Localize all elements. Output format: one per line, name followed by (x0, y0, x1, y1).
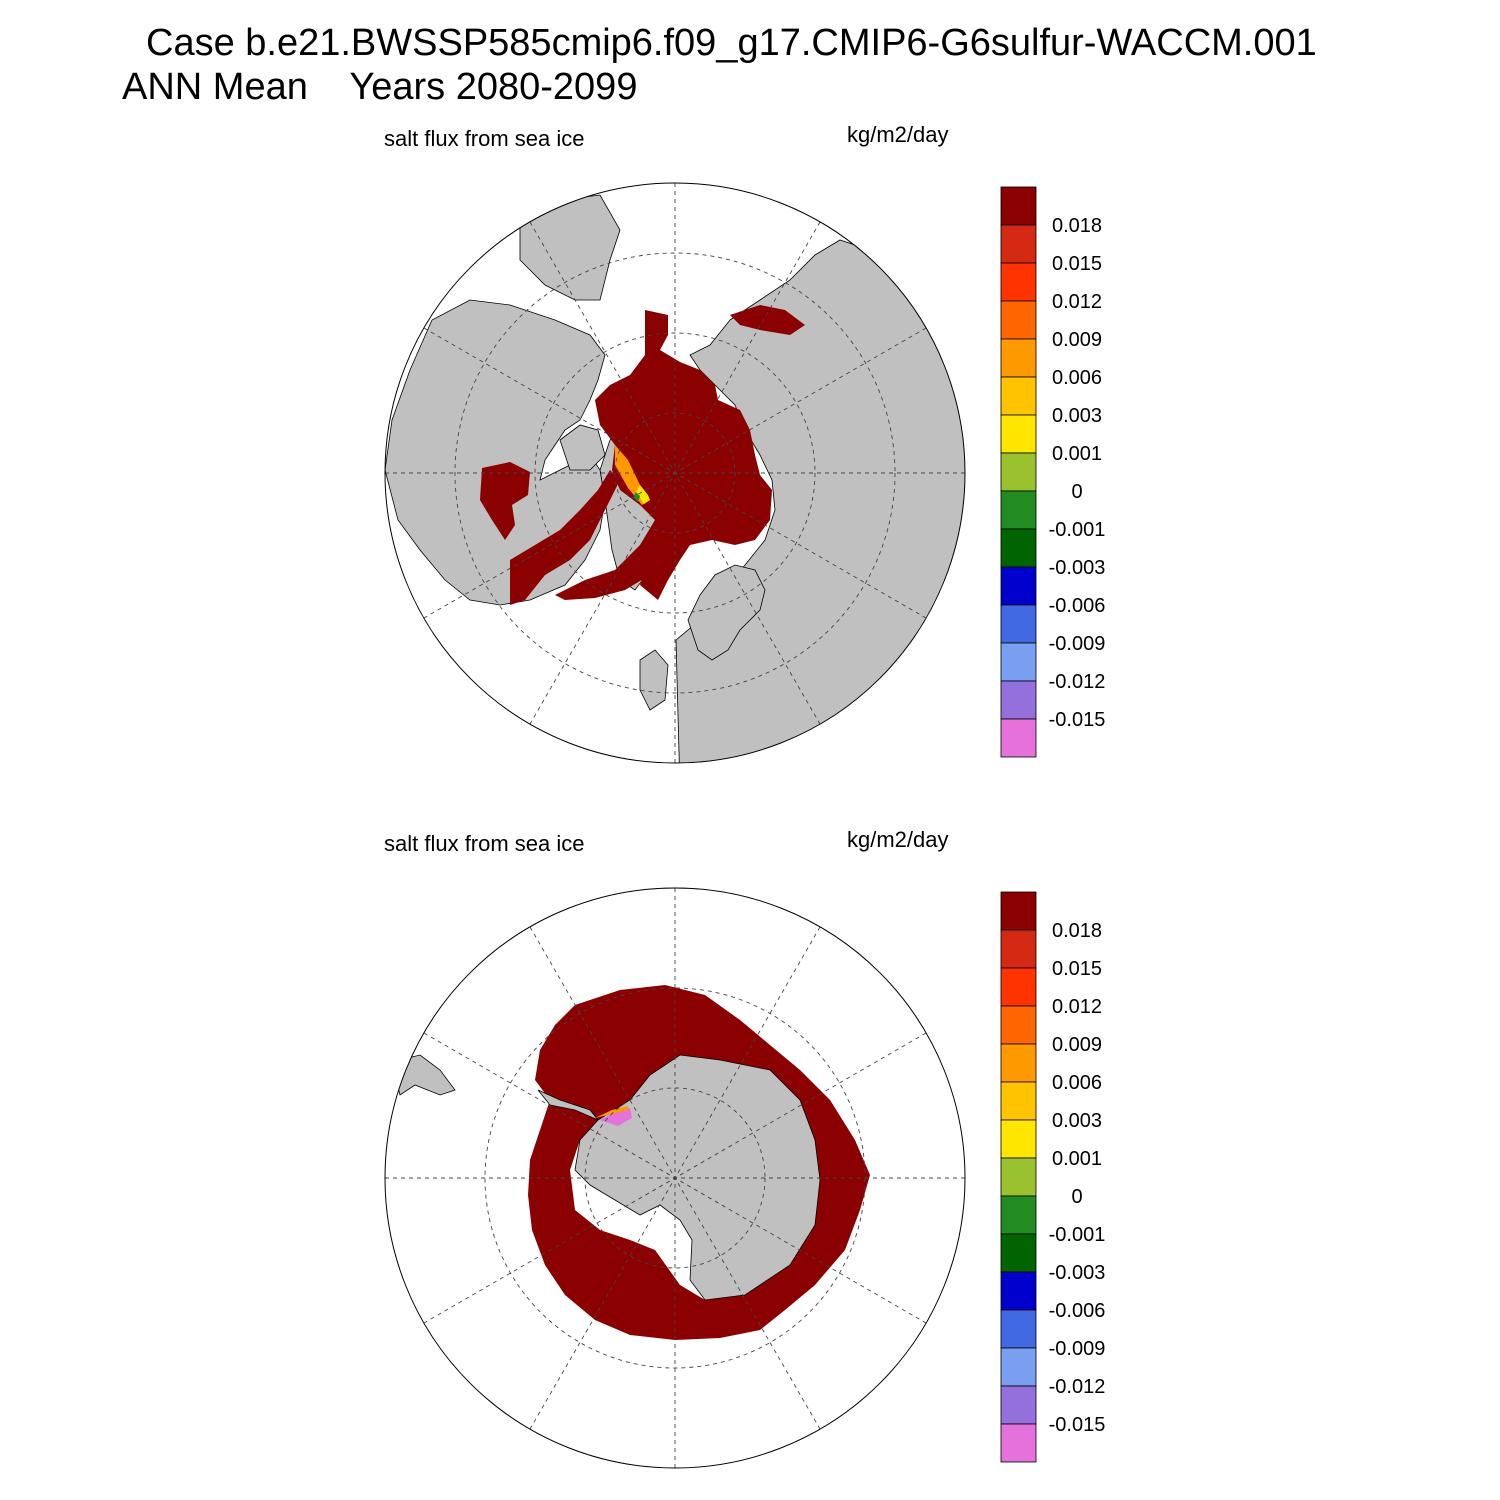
north-colorbar-box-14 (1000, 718, 1037, 758)
south-polar-map (384, 887, 966, 1469)
north-panel-units: kg/m2/day (847, 122, 949, 147)
okhotsk-ice (730, 305, 805, 335)
south-colorbar-label-3: 0.009 (1052, 1034, 1102, 1056)
south-colorbar-box-2 (1000, 967, 1037, 1007)
south-colorbar-box-5 (1000, 1081, 1037, 1121)
south-land-layer (394, 1054, 821, 1301)
south-colorbar-box-3 (1000, 1005, 1037, 1045)
north-colorbar-box-8 (1000, 490, 1037, 530)
south-colorbar-box-9 (1000, 1233, 1037, 1273)
south-sea-ice-field (528, 985, 870, 1340)
north-colorbar-label-4: 0.006 (1052, 367, 1102, 389)
north-colorbar-box-10 (1000, 566, 1037, 606)
southern-ocean-ice (528, 985, 870, 1340)
south-map-border (384, 887, 966, 1469)
south-colorbar: 0.018 0.015 0.012 0.009 0.006 0.003 0.001 0 -0.0… (1000, 891, 1106, 1463)
south-colorbar-box-4 (1000, 1043, 1037, 1083)
weddell-marginal-orange (595, 1106, 628, 1118)
marginal-ice-yellow (636, 485, 650, 504)
south-colorbar-label-9: -0.003 (1049, 1262, 1106, 1284)
canadian-archipelago (559, 424, 606, 471)
labrador-baffin-ice (510, 470, 620, 605)
south-colorbar-label-2: 0.012 (1052, 996, 1102, 1018)
north-colorbar-box-2 (1000, 262, 1037, 302)
south-colorbar-label-6: 0.001 (1052, 1148, 1102, 1170)
marginal-ice-green (633, 492, 640, 502)
south-colorbar-box-7 (1000, 1157, 1037, 1197)
hudson-bay-ice (480, 462, 530, 540)
north-colorbar-box-1 (1000, 224, 1037, 264)
north-map-border (384, 182, 966, 764)
north-colorbar-box-7 (1000, 452, 1037, 492)
south-colorbar-box-12 (1000, 1347, 1037, 1387)
antarctica-landmass (574, 1054, 821, 1301)
north-colorbar-box-4 (1000, 338, 1037, 378)
north-colorbar-box-0 (1000, 186, 1037, 226)
arctic-ocean-ice (595, 310, 772, 600)
north-colorbar-box-12 (1000, 642, 1037, 682)
north-colorbar: 0.018 0.015 0.012 0.009 0.006 0.003 0.001 0 -0.0… (1000, 186, 1106, 758)
south-panel-title: salt flux from sea ice (384, 831, 585, 856)
north-colorbar-label-10: -0.006 (1049, 595, 1106, 617)
figure-title-line1: Case b.e21.BWSSP585cmip6.f09_g17.CMIP6-G… (146, 22, 1317, 64)
weddell-marginal-purple (600, 1108, 632, 1126)
south-colorbar-label-12: -0.012 (1049, 1376, 1106, 1398)
north-colorbar-box-3 (1000, 300, 1037, 340)
south-colorbar-box-11 (1000, 1309, 1037, 1349)
north-colorbar-label-0: 0.018 (1052, 215, 1102, 237)
south-colorbar-label-10: -0.006 (1049, 1300, 1106, 1322)
north-colorbar-label-3: 0.009 (1052, 329, 1102, 351)
north-colorbar-box-13 (1000, 680, 1037, 720)
south-colorbar-label-5: 0.003 (1052, 1110, 1102, 1132)
south-colorbar-box-1 (1000, 929, 1037, 969)
north-colorbar-label-1: 0.015 (1052, 253, 1102, 275)
antarctic-peninsula (537, 1089, 599, 1121)
north-colorbar-box-5 (1000, 376, 1037, 416)
south-colorbar-label-7: 0 (1071, 1186, 1082, 1208)
greenland-east-ice (555, 520, 660, 600)
south-colorbar-label-8: -0.001 (1049, 1224, 1106, 1246)
south-colorbar-label-11: -0.009 (1049, 1338, 1106, 1360)
south-graticule (385, 888, 965, 1468)
north-sea-ice-field (480, 305, 805, 605)
south-colorbar-box-13 (1000, 1385, 1037, 1425)
scandinavia-landmass (687, 564, 766, 661)
south-colorbar-label-4: 0.006 (1052, 1072, 1102, 1094)
north-colorbar-label-5: 0.003 (1052, 405, 1102, 427)
south-colorbar-label-0: 0.018 (1052, 920, 1102, 942)
south-panel-units: kg/m2/day (847, 827, 949, 852)
north-colorbar-label-12: -0.012 (1049, 671, 1106, 693)
north-polar-map (384, 182, 966, 764)
south-colorbar-box-0 (1000, 891, 1037, 931)
north-colorbar-label-9: -0.003 (1049, 557, 1106, 579)
north-colorbar-box-6 (1000, 414, 1037, 454)
south-colorbar-box-6 (1000, 1119, 1037, 1159)
south-colorbar-box-14 (1000, 1423, 1037, 1463)
north-colorbar-label-11: -0.009 (1049, 633, 1106, 655)
north-colorbar-label-8: -0.001 (1049, 519, 1106, 541)
figure-title-line2: ANN Mean Years 2080-2099 (122, 66, 638, 108)
north-graticule (385, 183, 965, 763)
north-colorbar-label-7: 0 (1071, 481, 1082, 503)
north-colorbar-label-13: -0.015 (1049, 709, 1106, 731)
north-colorbar-label-2: 0.012 (1052, 291, 1102, 313)
north-america-landmass (385, 299, 606, 606)
north-colorbar-box-9 (1000, 528, 1037, 568)
south-colorbar-label-1: 0.015 (1052, 958, 1102, 980)
south-colorbar-box-10 (1000, 1271, 1037, 1311)
north-colorbar-box-11 (1000, 604, 1037, 644)
north-colorbar-label-6: 0.001 (1052, 443, 1102, 465)
south-colorbar-label-13: -0.015 (1049, 1414, 1106, 1436)
north-panel-title: salt flux from sea ice (384, 126, 585, 151)
south-colorbar-box-8 (1000, 1195, 1037, 1235)
british-isles (639, 649, 669, 711)
